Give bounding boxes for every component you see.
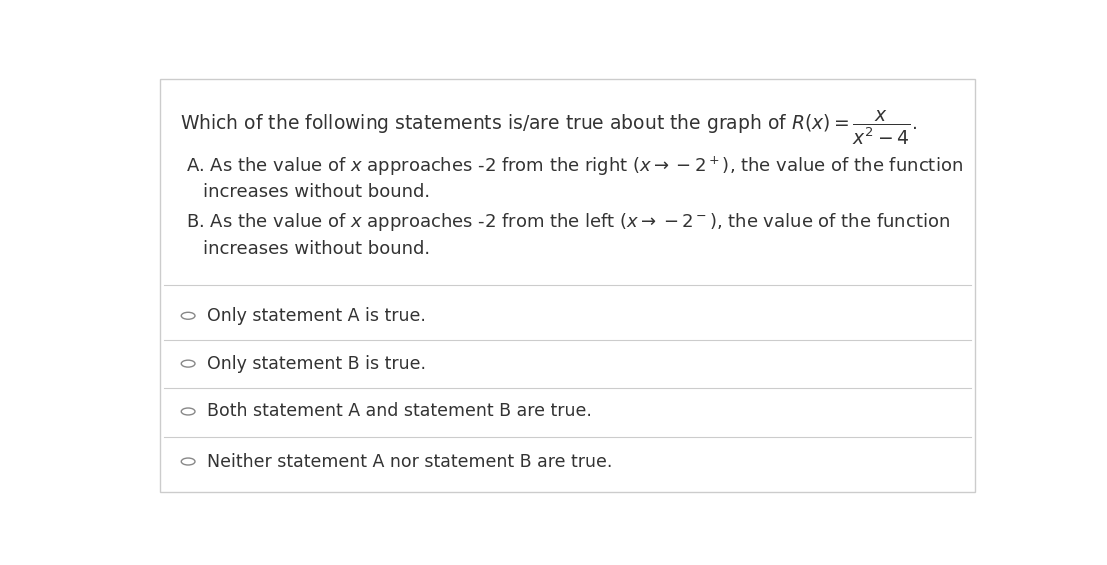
Text: Which of the following statements is/are true about the graph of $R(x) = \dfrac{: Which of the following statements is/are… (179, 109, 917, 147)
Text: Only statement A is true.: Only statement A is true. (207, 307, 426, 325)
Text: A. As the value of $x$ approaches -2 from the right $(x \to -2^+)$, the value of: A. As the value of $x$ approaches -2 fro… (186, 155, 962, 178)
Text: Neither statement A nor statement B are true.: Neither statement A nor statement B are … (207, 453, 612, 471)
Text: Both statement A and statement B are true.: Both statement A and statement B are tru… (207, 402, 592, 420)
Text: B. As the value of $x$ approaches -2 from the left $(x \to -2^-)$, the value of : B. As the value of $x$ approaches -2 fro… (186, 211, 950, 233)
Text: increases without bound.: increases without bound. (203, 183, 430, 201)
FancyBboxPatch shape (159, 79, 975, 492)
Text: Only statement B is true.: Only statement B is true. (207, 355, 426, 373)
Text: increases without bound.: increases without bound. (203, 240, 430, 258)
